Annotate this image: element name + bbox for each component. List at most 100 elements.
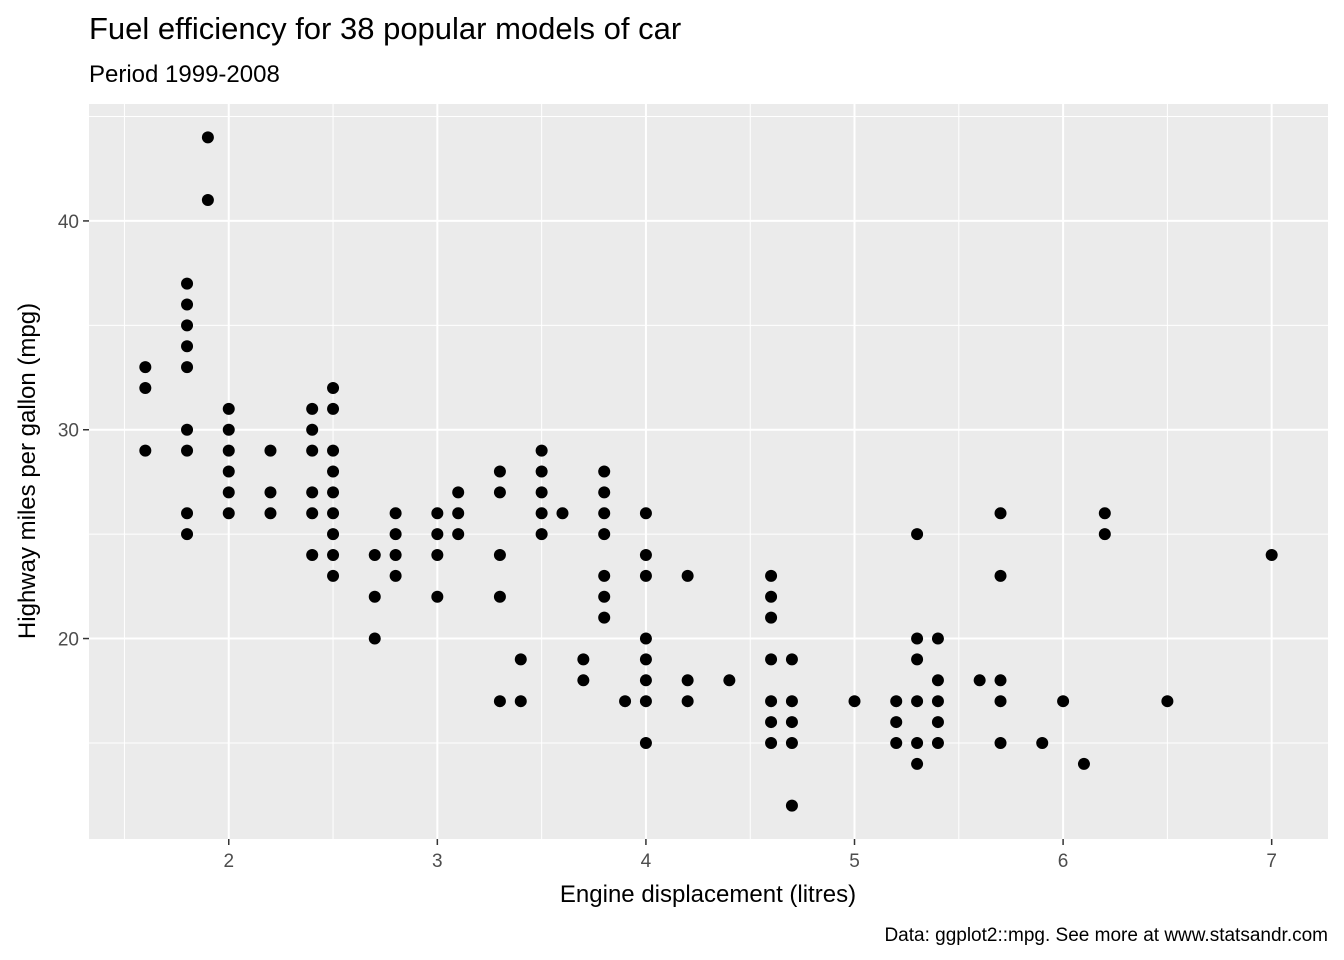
data-point: [994, 569, 1007, 582]
data-point: [765, 716, 778, 729]
data-point: [639, 695, 652, 708]
data-point: [181, 361, 194, 374]
data-point: [890, 695, 903, 708]
data-point: [639, 653, 652, 666]
data-point: [431, 507, 444, 520]
minor-gridlines: [89, 104, 1328, 839]
data-point: [222, 465, 235, 478]
data-point: [201, 131, 214, 144]
data-point: [535, 528, 548, 541]
data-point: [389, 569, 402, 582]
chart-title: Fuel efficiency for 38 popular models of…: [89, 11, 681, 46]
data-point: [306, 444, 319, 457]
data-point: [327, 528, 340, 541]
data-point: [785, 695, 798, 708]
data-point: [639, 569, 652, 582]
data-point: [911, 653, 924, 666]
data-point: [181, 340, 194, 353]
data-point: [598, 465, 611, 478]
data-point: [911, 736, 924, 749]
data-point: [911, 632, 924, 645]
y-axis: 20 30 40: [58, 212, 89, 651]
data-point: [785, 799, 798, 812]
data-point: [264, 507, 277, 520]
data-point: [848, 695, 861, 708]
data-point: [327, 486, 340, 499]
data-point: [598, 528, 611, 541]
data-point: [577, 674, 590, 687]
x-tick-label: 5: [849, 851, 860, 872]
data-point: [327, 549, 340, 562]
data-point: [598, 507, 611, 520]
data-point: [452, 507, 465, 520]
data-point: [639, 507, 652, 520]
data-point: [181, 528, 194, 541]
data-point: [181, 277, 194, 290]
data-point: [911, 695, 924, 708]
data-point: [327, 381, 340, 394]
data-point: [222, 423, 235, 436]
data-point: [598, 486, 611, 499]
y-tick-label: 40: [58, 212, 79, 233]
major-gridlines: [89, 104, 1328, 839]
data-point: [306, 549, 319, 562]
data-point: [306, 402, 319, 415]
data-point: [452, 486, 465, 499]
data-point: [431, 590, 444, 603]
data-point: [389, 549, 402, 562]
chart-subtitle: Period 1999-2008: [89, 61, 280, 88]
data-point: [765, 695, 778, 708]
data-point: [514, 653, 527, 666]
data-point: [327, 465, 340, 478]
data-point: [681, 569, 694, 582]
data-point: [181, 319, 194, 332]
data-point: [556, 507, 569, 520]
data-point: [639, 549, 652, 562]
x-tick-label: 6: [1058, 851, 1069, 872]
data-point: [931, 695, 944, 708]
data-point: [994, 674, 1007, 687]
data-point: [1077, 757, 1090, 770]
data-point: [181, 298, 194, 311]
data-point: [493, 590, 506, 603]
data-point: [1057, 695, 1070, 708]
y-tick-label: 20: [58, 630, 79, 651]
data-point: [890, 736, 903, 749]
x-tick-label: 2: [223, 851, 234, 872]
data-point: [368, 632, 381, 645]
data-point: [931, 736, 944, 749]
x-tick-label: 3: [432, 851, 443, 872]
data-point: [598, 611, 611, 624]
data-point: [535, 444, 548, 457]
data-point: [535, 507, 548, 520]
data-point: [514, 695, 527, 708]
data-point: [389, 528, 402, 541]
data-point: [201, 194, 214, 207]
x-axis-title: Engine displacement (litres): [560, 881, 856, 908]
data-point: [493, 486, 506, 499]
data-point: [431, 528, 444, 541]
data-point: [931, 632, 944, 645]
data-point: [598, 590, 611, 603]
data-point: [994, 736, 1007, 749]
data-point: [139, 444, 152, 457]
data-point: [723, 674, 736, 687]
data-point: [994, 695, 1007, 708]
chart-caption: Data: ggplot2::mpg. See more at www.stat…: [884, 925, 1328, 946]
data-point: [765, 653, 778, 666]
data-point: [931, 716, 944, 729]
data-point: [1098, 507, 1111, 520]
data-point: [1036, 736, 1049, 749]
data-point: [389, 507, 402, 520]
data-point: [181, 507, 194, 520]
data-points: [139, 131, 1278, 812]
data-point: [577, 653, 590, 666]
data-point: [785, 736, 798, 749]
data-point: [181, 444, 194, 457]
data-point: [911, 528, 924, 541]
data-point: [681, 695, 694, 708]
data-point: [931, 674, 944, 687]
data-point: [139, 381, 152, 394]
data-point: [264, 486, 277, 499]
